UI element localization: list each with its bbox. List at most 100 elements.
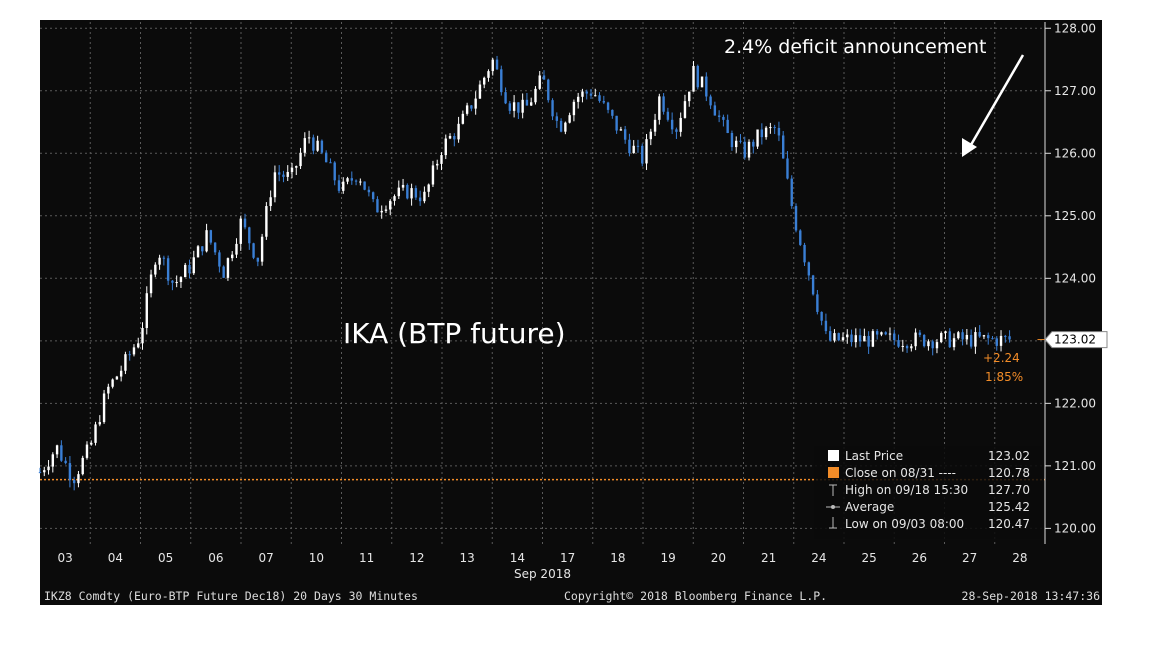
candle-body: [333, 162, 336, 181]
legend-label-high: High on 09/18 15:30: [845, 483, 968, 497]
candle-body: [756, 129, 759, 147]
candle-body: [512, 102, 516, 111]
candle-body: [132, 347, 136, 355]
candle-body: [559, 120, 563, 132]
event-label: 2.4% deficit announcement: [724, 36, 987, 58]
candle-body: [218, 252, 221, 267]
legend-value-average: 125.42: [988, 500, 1030, 514]
legend-value-last-price: 123.02: [988, 449, 1030, 463]
candle-body: [478, 84, 482, 99]
legend: Last Price 123.02 Close on 08/31 ---- 12…: [814, 446, 1042, 539]
candle-body: [487, 71, 490, 78]
candle-body: [769, 127, 772, 129]
candle-body: [98, 422, 101, 425]
candle-body: [709, 96, 712, 106]
candle-body: [124, 354, 127, 371]
candle-body: [474, 98, 477, 109]
candle-body: [440, 155, 443, 164]
candle-body: [905, 345, 909, 349]
candle-body: [299, 152, 302, 167]
candle-body: [107, 386, 110, 394]
candle-body: [209, 230, 213, 243]
x-tick-label: 21: [761, 551, 776, 565]
legend-high-icon: [829, 484, 837, 496]
candle-body: [354, 180, 358, 182]
candle-body: [897, 340, 900, 347]
candle-body: [363, 181, 366, 190]
candle-body: [764, 127, 768, 138]
candle-body: [974, 332, 977, 347]
candle-body: [324, 152, 328, 163]
candle-body: [961, 332, 964, 340]
candle-body: [483, 77, 486, 85]
x-tick-label: 25: [861, 551, 876, 565]
x-tick-label: 27: [962, 551, 977, 565]
candle-body: [175, 282, 178, 284]
candle-body: [572, 101, 576, 116]
candle-body: [1008, 336, 1011, 340]
candle-body: [158, 257, 161, 265]
candle-body: [683, 101, 687, 118]
candle-body: [222, 266, 225, 278]
candle-body: [295, 166, 298, 168]
candle-body: [162, 257, 166, 259]
candle-body: [508, 103, 512, 111]
candle-body: [645, 139, 648, 164]
x-tick-label: 12: [409, 551, 424, 565]
change-abs-label: +2.24: [983, 351, 1020, 365]
candle-body: [594, 95, 597, 97]
x-tick-label: 28: [1012, 551, 1027, 565]
candle-body: [739, 140, 742, 142]
change-pct-label: 1.85%: [985, 370, 1023, 384]
candle-body: [154, 264, 157, 275]
candle-body: [90, 442, 93, 445]
candle-body: [312, 137, 315, 151]
candle-body: [794, 206, 798, 231]
candle-body: [521, 99, 524, 113]
candle-body: [504, 92, 507, 104]
candle-body: [880, 332, 883, 335]
candle-body: [303, 138, 307, 153]
candle-body: [448, 136, 452, 139]
candle-body: [987, 335, 990, 339]
x-tick-label: 18: [610, 551, 625, 565]
candle-body: [931, 341, 934, 349]
candle-body: [743, 141, 746, 158]
legend-value-high: 127.70: [988, 483, 1030, 497]
candle-body: [286, 171, 289, 177]
candle-body: [841, 337, 845, 341]
x-tick-label: 19: [660, 551, 675, 565]
candle-body: [196, 246, 200, 258]
candle-body: [359, 181, 362, 183]
candle-body: [436, 163, 439, 166]
candle-body: [346, 178, 349, 182]
candle-body: [628, 139, 631, 154]
candle-body: [465, 105, 469, 114]
candle-body: [576, 96, 580, 102]
candle-body: [277, 172, 281, 175]
candle-body: [965, 334, 969, 340]
candle-body: [491, 59, 494, 72]
x-axis: 03 04 05 06 07 10 11 12 13 14 17 18 19 20 21 24 25 26 27 28…: [57, 551, 1027, 581]
candles: [38, 55, 1011, 491]
candle-body: [68, 463, 72, 481]
candle-body: [145, 293, 148, 328]
candle-body: [171, 280, 174, 283]
candle-body: [397, 187, 400, 197]
candle-body: [957, 332, 960, 339]
legend-low-icon: [829, 517, 837, 529]
candle-body: [547, 79, 550, 101]
candle-body: [717, 115, 721, 117]
candle-body: [1004, 335, 1007, 337]
candle-body: [713, 105, 717, 116]
legend-value-close: 120.78: [988, 466, 1030, 480]
candle-body: [119, 370, 123, 377]
candle-body: [982, 335, 986, 337]
candle-body: [619, 129, 623, 131]
candle-body: [38, 472, 42, 474]
candle-body: [940, 333, 943, 343]
candle-body: [393, 196, 396, 201]
candle-body: [679, 117, 682, 132]
candle-body: [833, 333, 836, 341]
candle-body: [850, 334, 853, 343]
